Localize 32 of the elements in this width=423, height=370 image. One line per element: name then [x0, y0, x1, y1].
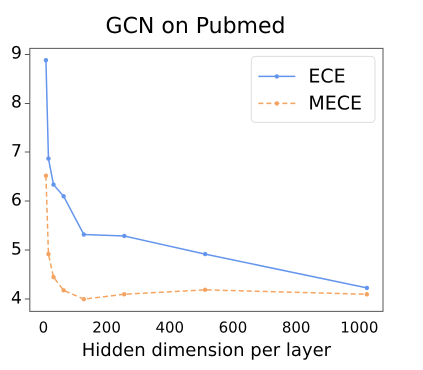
point — [44, 58, 48, 62]
chart-title: GCN on Pubmed — [106, 14, 286, 39]
x-tick-label: 0 — [38, 318, 48, 336]
x-tick-label: 600 — [218, 318, 248, 336]
x-axis-title: Hidden dimension per layer — [82, 340, 332, 361]
point — [364, 292, 370, 296]
y-tick-label: 6 — [10, 190, 22, 211]
point — [46, 156, 51, 161]
legend-label: MECE — [308, 92, 362, 114]
point — [44, 174, 48, 178]
point — [364, 286, 370, 290]
point — [202, 252, 208, 256]
y-tick-label: 7 — [10, 142, 22, 162]
point — [61, 288, 66, 293]
point — [122, 292, 126, 296]
x-tick-label: 800 — [282, 318, 310, 336]
point — [51, 182, 56, 187]
point — [46, 252, 51, 256]
y-tick-label: 9 — [10, 44, 22, 64]
point — [82, 232, 86, 237]
x-tick-label: 200 — [92, 318, 121, 336]
point — [202, 288, 208, 292]
y-tick-label: 4 — [10, 288, 22, 309]
y-tick-label: 5 — [10, 240, 22, 260]
point — [51, 274, 56, 280]
y-tick-label: 8 — [10, 92, 22, 113]
x-tick-label: 400 — [155, 318, 184, 336]
legend-label: ECE — [308, 65, 346, 88]
point — [122, 234, 126, 238]
x-tick-label: 1000 — [340, 318, 378, 336]
point — [61, 194, 66, 199]
point — [82, 296, 86, 302]
